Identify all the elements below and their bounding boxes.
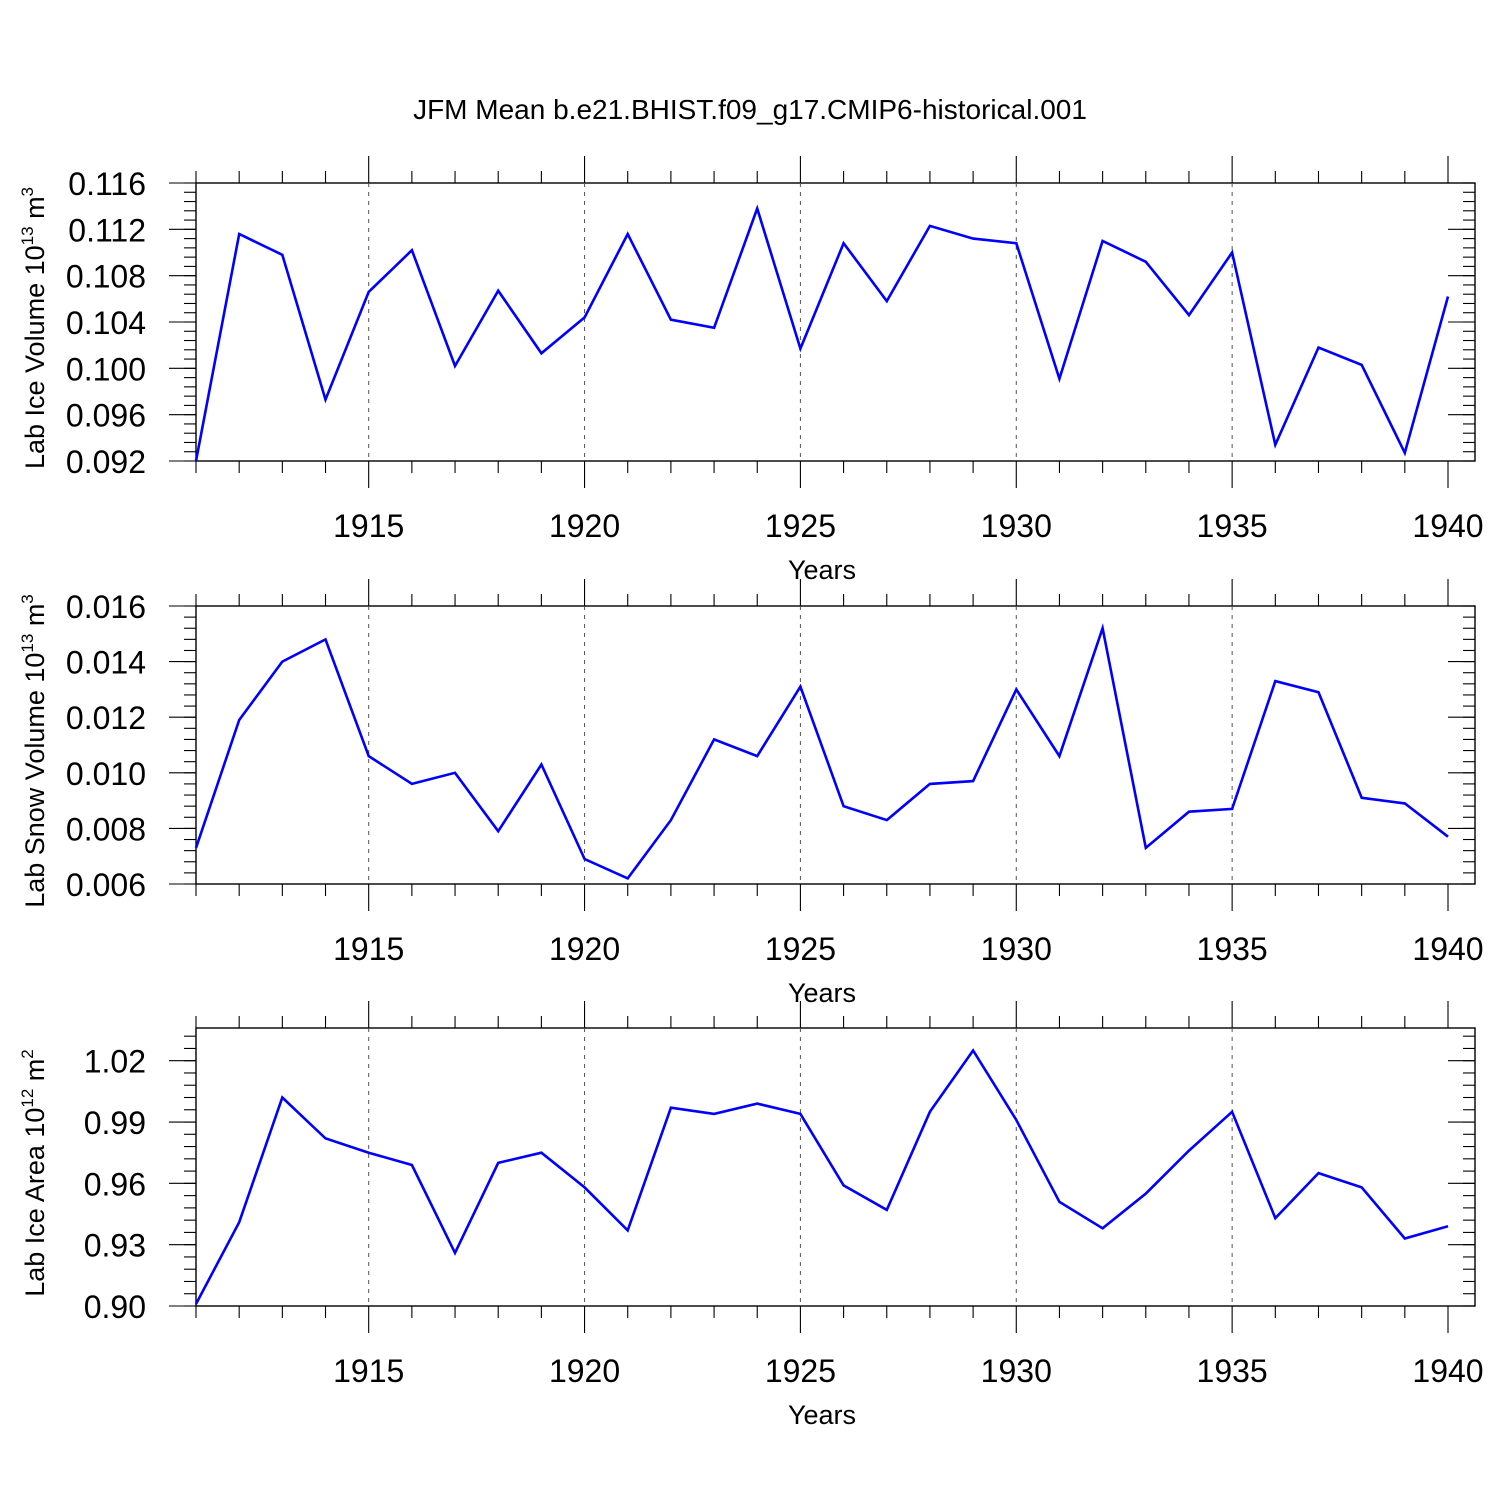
x-tick-label: 1930 [981,1353,1052,1389]
x-axis-label: Years [788,1400,856,1430]
y-tick-label: 0.104 [66,305,146,341]
x-tick-label: 1920 [549,931,620,967]
x-tick-label: 1930 [981,508,1052,544]
x-tick-label: 1935 [1197,508,1268,544]
y-tick-label: 0.014 [66,645,146,681]
y-tick-label: 0.112 [68,212,146,248]
x-tick-label: 1935 [1197,1353,1268,1389]
y-tick-label: 0.006 [66,867,146,903]
series-line-ice-volume [194,204,1450,462]
plot-frame [195,605,1476,885]
y-tick-label: 1.02 [84,1044,146,1080]
y-tick-label: 0.96 [84,1166,146,1202]
x-tick-label: 1940 [1412,1353,1483,1389]
x-tick-label: 1915 [333,1353,404,1389]
series-line-ice-area [194,1048,1449,1305]
x-tick-label: 1920 [549,1353,620,1389]
x-tick-label: 1925 [765,508,836,544]
x-tick-label: 1935 [1197,931,1268,967]
y-tick-label: 0.108 [66,259,146,295]
y-tick-label: 0.092 [66,444,146,480]
y-tick-label: 0.012 [66,700,146,736]
x-tick-label: 1915 [333,931,404,967]
x-axis-label: Years [788,555,856,585]
y-axis-label: Lab Ice Volume 1013 m3 [18,187,50,469]
plot-frame [195,182,1476,462]
y-tick-label: 0.90 [84,1289,146,1325]
panels: 1915 1920 1925 1930 1935 1940 0.092 0.096 0.100 0… [18,156,1484,1430]
x-tick-label: 1925 [765,931,836,967]
y-tick-label: 0.99 [84,1105,146,1141]
y-tick-label: 0.096 [66,398,146,434]
panel-ice-volume: 1915 1920 1925 1930 1935 1940 0.092 0.096 0.100 0… [18,156,1484,585]
y-tick-label: 0.008 [66,811,146,847]
x-tick-label: 1920 [549,508,620,544]
panel-ice-area: 1915 1920 1925 1930 1935 1940 0.90 0.93 0.96 0.99… [18,1001,1484,1430]
y-tick-label: 0.116 [68,166,146,202]
panel-snow-volume: 1915 1920 1925 1930 1935 1940 0.006 0.008 0.010 0… [18,579,1484,1008]
x-axis-label: Years [788,978,856,1008]
x-tick-label: 1925 [765,1353,836,1389]
figure-title: JFM Mean b.e21.BHIST.f09_g17.CMIP6-histo… [413,94,1087,125]
y-axis-label: Lab Snow Volume 1013 m3 [18,594,50,908]
y-axis-label: Lab Ice Area 1012 m2 [18,1049,50,1297]
x-tick-label: 1930 [981,931,1052,967]
plot-frame [195,1027,1476,1307]
series-line-snow-volume [194,623,1449,881]
x-tick-label: 1940 [1412,508,1483,544]
y-tick-label: 0.010 [66,756,146,792]
x-tick-label: 1915 [333,508,404,544]
y-tick-label: 0.016 [66,589,146,625]
x-tick-label: 1940 [1412,931,1483,967]
y-tick-label: 0.100 [66,351,146,387]
y-tick-label: 0.93 [84,1228,146,1264]
